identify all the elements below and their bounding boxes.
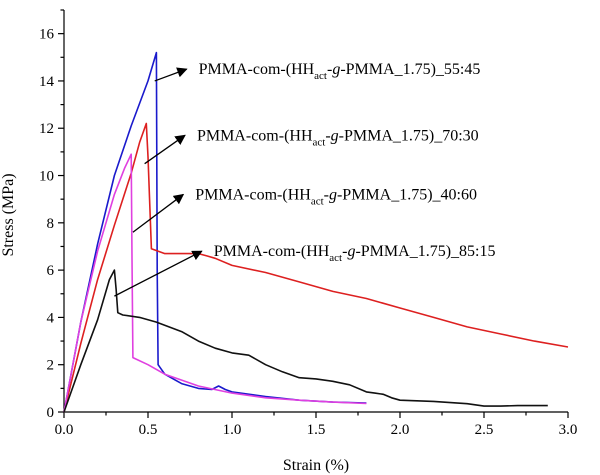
y-axis-label: Stress (MPa) [0, 173, 17, 256]
annotation-base: PMMA-com-(HH [197, 127, 313, 144]
annotation-rest: -PMMA_1.75)_55:45 [340, 61, 480, 78]
annotation-arrow-4 [114, 250, 203, 297]
series-group [63, 51, 569, 413]
series-line-3 [63, 153, 367, 413]
x-tick-label: 3.0 [559, 422, 578, 438]
y-tick-label: 4 [47, 310, 55, 326]
annotation-italic: g [332, 61, 340, 78]
annotation-arrow-1 [154, 67, 188, 82]
annotation-base: PMMA-com-(HH [195, 186, 311, 203]
y-tick-label: 8 [47, 216, 55, 232]
annotation-mid: - [327, 61, 332, 78]
annotations: PMMA-com-(HHact-g-PMMA_1.75)_55:45PMMA-c… [114, 61, 496, 297]
x-axis-label: Strain (%) [283, 457, 349, 474]
annotation-arrow-3 [132, 193, 185, 233]
y-tick-label: 6 [47, 263, 55, 279]
x-tick-label: 2.0 [391, 422, 410, 438]
annotation-sub: act [313, 136, 326, 148]
y-tick-label: 12 [39, 121, 54, 137]
x-tick-label: 2.5 [475, 422, 494, 438]
series-line-2 [63, 122, 569, 413]
annotation-mid: - [325, 127, 330, 144]
annotation-arrow-2 [144, 134, 186, 165]
series-line-4 [63, 269, 548, 413]
y-tick-label: 14 [39, 74, 55, 90]
annotation-italic: g [329, 186, 337, 203]
annotation-italic: g [347, 243, 355, 260]
annotation-label-1: PMMA-com-(HHact-g-PMMA_1.75)_55:45 [199, 61, 481, 82]
x-tick-label: 1.5 [307, 422, 326, 438]
y-tick-label: 10 [39, 169, 54, 185]
annotation-sub: act [329, 252, 342, 264]
y-tick-label: 0 [47, 405, 55, 421]
annotation-mid: - [324, 186, 329, 203]
annotation-base: PMMA-com-(HH [199, 61, 315, 78]
annotation-italic: g [331, 127, 339, 144]
annotation-mid: - [342, 243, 347, 260]
annotation-label-4: PMMA-com-(HHact-g-PMMA_1.75)_85:15 [214, 243, 496, 264]
annotation-rest: -PMMA_1.75)_85:15 [355, 243, 495, 260]
series-line-1 [63, 51, 367, 413]
annotation-label-2: PMMA-com-(HHact-g-PMMA_1.75)_70:30 [197, 127, 479, 148]
annotation-rest: -PMMA_1.75)_70:30 [339, 127, 479, 144]
y-tick-label: 16 [39, 27, 55, 43]
annotation-label-3: PMMA-com-(HHact-g-PMMA_1.75)_40:60 [195, 186, 477, 207]
annotation-sub: act [314, 70, 327, 82]
x-tick-label: 0.0 [55, 422, 74, 438]
x-tick-label: 0.5 [139, 422, 158, 438]
y-tick-label: 2 [47, 358, 55, 374]
ticks: 0.0 0.5 1.0 1.5 2.0 2.5 3.0 0 2 4 6 8 10 12 14 16 [39, 9, 578, 438]
annotation-sub: act [311, 195, 324, 207]
x-tick-label: 1.0 [223, 422, 242, 438]
annotation-base: PMMA-com-(HH [214, 243, 330, 260]
annotation-rest: -PMMA_1.75)_40:60 [337, 186, 477, 203]
